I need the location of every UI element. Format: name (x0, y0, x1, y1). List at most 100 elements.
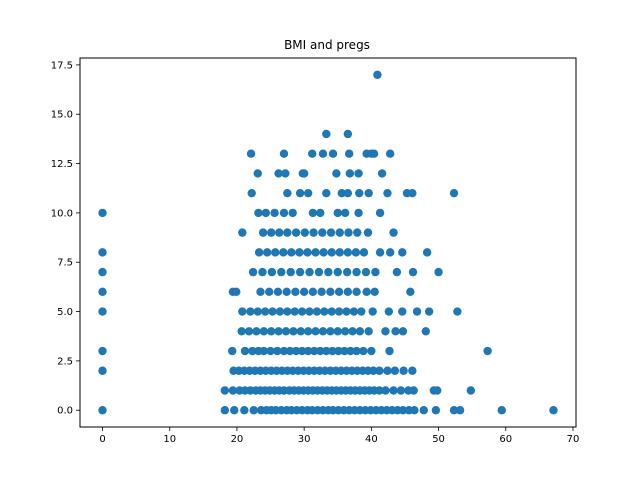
data-point (244, 327, 254, 336)
data-point (98, 406, 107, 415)
data-point (367, 346, 376, 356)
data-point (340, 346, 349, 356)
data-point (322, 346, 331, 356)
data-point (483, 346, 492, 356)
x-tick-label: 70 (567, 434, 580, 445)
data-point (375, 386, 384, 395)
x-tick-label: 40 (365, 434, 378, 445)
data-point (346, 346, 355, 356)
data-point (98, 208, 107, 218)
data-point (238, 307, 247, 316)
data-point (267, 267, 277, 277)
data-point (289, 327, 298, 336)
data-point (258, 267, 267, 277)
data-point (352, 267, 361, 277)
data-point (396, 386, 406, 395)
data-point (371, 267, 380, 277)
data-point (279, 346, 289, 356)
data-point (220, 386, 230, 395)
data-point (303, 327, 313, 336)
data-point (316, 208, 325, 218)
data-point (359, 248, 369, 257)
data-point (408, 267, 418, 277)
data-point (258, 228, 268, 237)
data-point (268, 307, 277, 316)
data-point (279, 248, 288, 257)
data-point (369, 149, 379, 158)
data-point (285, 346, 295, 356)
data-point (98, 307, 107, 316)
data-point (318, 228, 327, 237)
data-point (228, 386, 238, 395)
data-point (314, 267, 324, 277)
data-point (275, 228, 284, 237)
data-point (398, 248, 407, 257)
data-point (261, 208, 271, 218)
data-point (305, 267, 314, 277)
data-point (362, 287, 371, 297)
data-point (248, 346, 257, 356)
data-point (337, 188, 346, 198)
data-point (253, 169, 262, 178)
data-point (273, 287, 283, 297)
data-point (300, 228, 310, 237)
data-point (311, 248, 320, 257)
data-point (326, 228, 336, 237)
data-point (375, 208, 385, 218)
data-point (266, 346, 275, 356)
data-point (237, 327, 246, 336)
data-point (449, 188, 459, 198)
data-point (334, 307, 344, 316)
y-tick-label: 5.0 (57, 307, 73, 318)
data-point (274, 327, 283, 336)
data-point (364, 327, 373, 336)
plot-frame (79, 57, 577, 428)
data-point (377, 169, 387, 178)
data-point (287, 248, 296, 257)
data-point (328, 346, 337, 356)
data-point (344, 149, 354, 158)
data-point (281, 169, 290, 178)
data-point (310, 346, 319, 356)
data-point (254, 248, 264, 257)
data-point (283, 228, 292, 237)
data-point (352, 287, 361, 297)
data-point (297, 307, 307, 316)
data-point (497, 406, 506, 415)
data-point (431, 406, 441, 415)
data-point (271, 248, 280, 257)
data-point (277, 267, 286, 277)
data-point (296, 327, 305, 336)
data-point (326, 287, 335, 297)
data-point (355, 327, 365, 336)
data-point (309, 228, 318, 237)
data-point (318, 149, 328, 158)
data-point (424, 307, 434, 316)
data-point (410, 406, 419, 415)
data-point (406, 287, 415, 297)
data-point (286, 267, 295, 277)
data-point (421, 327, 430, 336)
data-point (375, 366, 384, 375)
data-point (361, 267, 371, 277)
data-point (246, 307, 255, 316)
data-point (230, 406, 239, 415)
data-point (422, 248, 432, 257)
data-point (392, 267, 402, 277)
data-point (333, 208, 342, 218)
data-point (259, 327, 269, 336)
data-point (342, 267, 352, 277)
data-point (333, 267, 342, 277)
data-point (98, 267, 107, 277)
data-point (279, 149, 289, 158)
data-point (312, 307, 322, 316)
data-point (327, 248, 336, 257)
data-point (282, 287, 291, 297)
data-point (252, 327, 261, 336)
data-point (232, 287, 241, 297)
data-point (295, 188, 305, 198)
data-point (247, 188, 256, 198)
data-point (267, 327, 276, 336)
